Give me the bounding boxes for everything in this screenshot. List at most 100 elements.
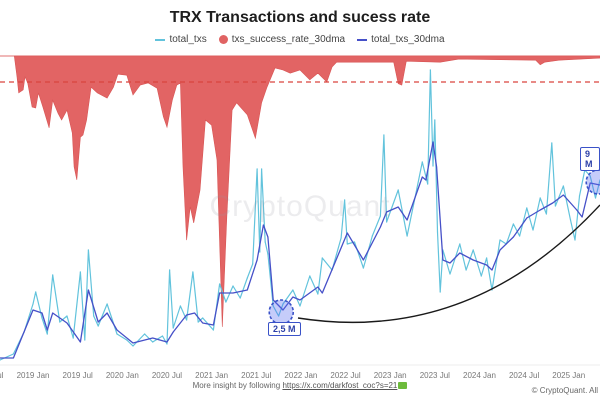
total-txs-point xyxy=(87,249,89,251)
x-tick-label: 2024 Jan xyxy=(463,371,496,380)
total-txs-point xyxy=(32,303,34,305)
legend-label: txs_success_rate_30dma xyxy=(231,34,346,45)
total-txs-point xyxy=(526,207,528,209)
x-tick-label: 2023 Jan xyxy=(374,371,407,380)
x-tick-label: 2021 Jul xyxy=(241,371,271,380)
total-txs-30dma-point xyxy=(436,166,438,168)
total-txs-point xyxy=(12,353,14,355)
total-txs-point xyxy=(256,168,258,170)
total-txs-point xyxy=(212,329,214,331)
money-emoji-icon xyxy=(398,382,408,390)
total-txs-point xyxy=(472,249,474,251)
total-txs-30dma-point xyxy=(459,252,461,254)
total-txs-30dma-point xyxy=(66,322,68,324)
total-txs-30dma-point xyxy=(87,289,89,291)
total-txs-point xyxy=(202,317,204,319)
total-txs-point xyxy=(97,325,99,327)
total-txs-30dma-point xyxy=(491,269,493,271)
total-txs-point xyxy=(465,269,467,271)
total-txs-point xyxy=(84,339,86,341)
total-txs-point xyxy=(299,305,301,307)
total-txs-30dma-point xyxy=(397,206,399,208)
total-txs-point xyxy=(186,319,188,321)
total-txs-30dma-point xyxy=(132,342,134,344)
x-tick-label: 2022 Jan xyxy=(284,371,317,380)
success-rate-layer xyxy=(13,55,600,327)
total-txs-point xyxy=(421,161,423,163)
x-tick-label: 2024 Jul xyxy=(509,371,539,380)
footer-link[interactable]: https://x.com/darkfost_coc?s=21 xyxy=(282,381,398,390)
total-txs-30dma-point xyxy=(52,312,54,314)
total-txs-point xyxy=(246,277,248,279)
total-txs-point xyxy=(239,297,241,299)
total-txs-point xyxy=(344,199,346,201)
total-txs-point xyxy=(79,271,81,273)
x-axis-ticks: 2018 Jul 2019 Jan 2019 Jul 2020 Jan 2020 Jul… xyxy=(0,371,585,380)
copyright: © CryptoQuant. All xyxy=(531,386,598,395)
total-txs-point xyxy=(574,239,576,241)
total-txs-point xyxy=(219,283,221,285)
legend-line-icon xyxy=(155,38,166,41)
total-txs-point xyxy=(512,223,514,225)
x-tick-label: 2022 Jul xyxy=(330,371,360,380)
total-txs-30dma-point xyxy=(272,299,274,301)
annotation-label-high: 9 M xyxy=(580,147,600,171)
total-txs-30dma-point xyxy=(499,249,501,251)
annotation-layer xyxy=(268,169,600,325)
total-txs-point xyxy=(232,285,234,287)
total-txs-point xyxy=(277,315,280,317)
total-txs-point xyxy=(292,289,294,291)
legend-item-total-txs[interactable]: total_txs xyxy=(155,34,207,45)
total-txs-30dma-point xyxy=(317,286,319,288)
total-txs-30dma-point xyxy=(267,236,269,238)
footer-text: More insight by following xyxy=(192,381,283,390)
legend-label: total_txs xyxy=(169,34,207,45)
total-txs-point xyxy=(169,269,171,271)
total-txs-30dma-point xyxy=(41,312,43,314)
total-txs-30dma-point xyxy=(256,259,258,261)
total-txs-point xyxy=(309,275,311,277)
total-txs-point xyxy=(282,303,284,305)
total-txs-30dma-point xyxy=(166,341,168,343)
total-txs-30dma-point xyxy=(581,216,583,218)
x-tick-label: 2020 Jan xyxy=(106,371,139,380)
footer: More insight by following https://x.com/… xyxy=(0,381,600,390)
total-txs-point xyxy=(459,243,461,245)
total-txs-point xyxy=(126,339,128,341)
total-txs-point xyxy=(436,231,439,233)
total-txs-point xyxy=(166,343,168,345)
total-txs-30dma-point xyxy=(12,357,14,359)
total-txs-30dma-point xyxy=(32,309,34,311)
total-txs-point xyxy=(116,333,118,335)
total-txs-30dma-point xyxy=(406,219,408,221)
total-txs-point xyxy=(439,291,441,293)
total-txs-30dma-point xyxy=(589,182,591,184)
legend-item-total-txs-30dma[interactable]: total_txs_30dma xyxy=(357,34,445,45)
total-txs-point xyxy=(321,257,323,259)
chart-title: TRX Transactions and sucess rate xyxy=(169,9,431,26)
legend-label: total_txs_30dma xyxy=(371,34,445,45)
total-txs-30dma-point xyxy=(425,179,427,181)
total-txs-point xyxy=(562,185,564,187)
total-txs-30dma-point xyxy=(172,331,174,333)
total-txs-point xyxy=(449,273,451,275)
total-txs-30dma-point xyxy=(486,264,488,266)
total-txs-30dma-point xyxy=(299,299,301,301)
total-txs-point xyxy=(46,333,48,335)
total-txs-point xyxy=(144,333,146,335)
total-txs-point xyxy=(545,213,548,215)
total-txs-30dma-point xyxy=(186,314,188,316)
total-txs-point xyxy=(589,175,591,177)
total-txs-point xyxy=(539,197,541,199)
total-txs-point xyxy=(179,305,181,307)
total-txs-30dma-layer xyxy=(0,141,600,359)
x-tick-label: 2025 Jan xyxy=(552,371,585,380)
total-txs-30dma-point xyxy=(262,224,264,226)
total-txs-point xyxy=(35,291,37,293)
total-txs-30dma-point xyxy=(552,202,554,204)
total-txs-point xyxy=(499,239,501,241)
total-txs-30dma-point xyxy=(0,357,1,359)
legend-item-success-rate[interactable]: txs_success_rate_30dma xyxy=(218,34,346,45)
total-txs-30dma-point xyxy=(152,337,154,339)
